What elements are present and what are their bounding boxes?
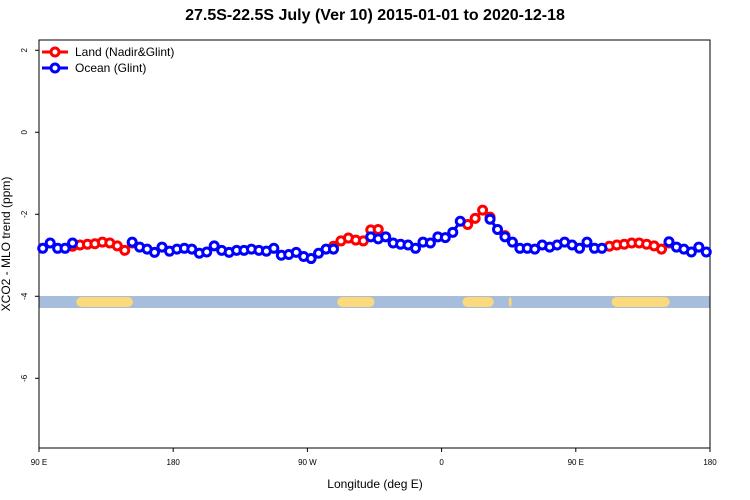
chart-title: 27.5S-22.5S July (Ver 10) 2015-01-01 to …: [185, 7, 565, 24]
point: [596, 242, 608, 254]
point: [574, 242, 586, 254]
legend-label: Land (Nadir&Glint): [75, 45, 174, 59]
point: [149, 246, 161, 258]
point: [327, 243, 339, 255]
y-tick-label: -4: [20, 292, 29, 300]
land-mask: [76, 297, 133, 307]
point: [372, 223, 384, 235]
point: [410, 242, 422, 254]
point: [693, 241, 705, 253]
point: [656, 243, 668, 255]
y-axis-label: XCO2 - MLO trend (ppm): [0, 177, 13, 312]
legend-marker: [49, 46, 61, 58]
point: [119, 244, 131, 256]
land-mask: [337, 297, 375, 307]
land-mask: [462, 297, 494, 307]
y-tick-label: -6: [20, 374, 29, 382]
y-tick-label: 2: [20, 47, 29, 52]
point: [685, 246, 697, 258]
point: [506, 236, 518, 248]
point: [469, 212, 481, 224]
point: [201, 246, 213, 258]
point: [126, 236, 138, 248]
x-tick-label: 90 E: [568, 458, 584, 467]
x-axis-label: Longitude (deg E): [327, 477, 422, 491]
point: [477, 204, 489, 216]
point: [67, 237, 79, 249]
point: [454, 215, 466, 227]
land-mask: [508, 297, 512, 307]
x-tick-label: 90 E: [31, 458, 47, 467]
plot-frame: [38, 39, 711, 449]
x-tick-label: 180: [703, 458, 717, 467]
y-tick-label: 0: [20, 129, 29, 134]
point: [581, 236, 593, 248]
point: [44, 237, 56, 249]
point: [447, 226, 459, 238]
point: [208, 240, 220, 252]
point: [499, 231, 511, 243]
point: [492, 223, 504, 235]
x-tick-label: 0: [439, 458, 444, 467]
point: [484, 213, 496, 225]
point: [305, 253, 317, 265]
point: [700, 246, 712, 258]
point: [59, 242, 71, 254]
legend-marker: [49, 62, 61, 74]
point: [663, 236, 675, 248]
point: [111, 240, 123, 252]
y-tick-label: -2: [20, 210, 29, 218]
point: [268, 242, 280, 254]
point: [439, 232, 451, 244]
point: [380, 231, 392, 243]
point: [37, 242, 49, 254]
land-mask: [611, 297, 670, 307]
point: [424, 237, 436, 249]
x-tick-label: 90 W: [298, 458, 317, 467]
legend-label: Ocean (Glint): [75, 61, 146, 75]
x-tick-label: 180: [167, 458, 181, 467]
